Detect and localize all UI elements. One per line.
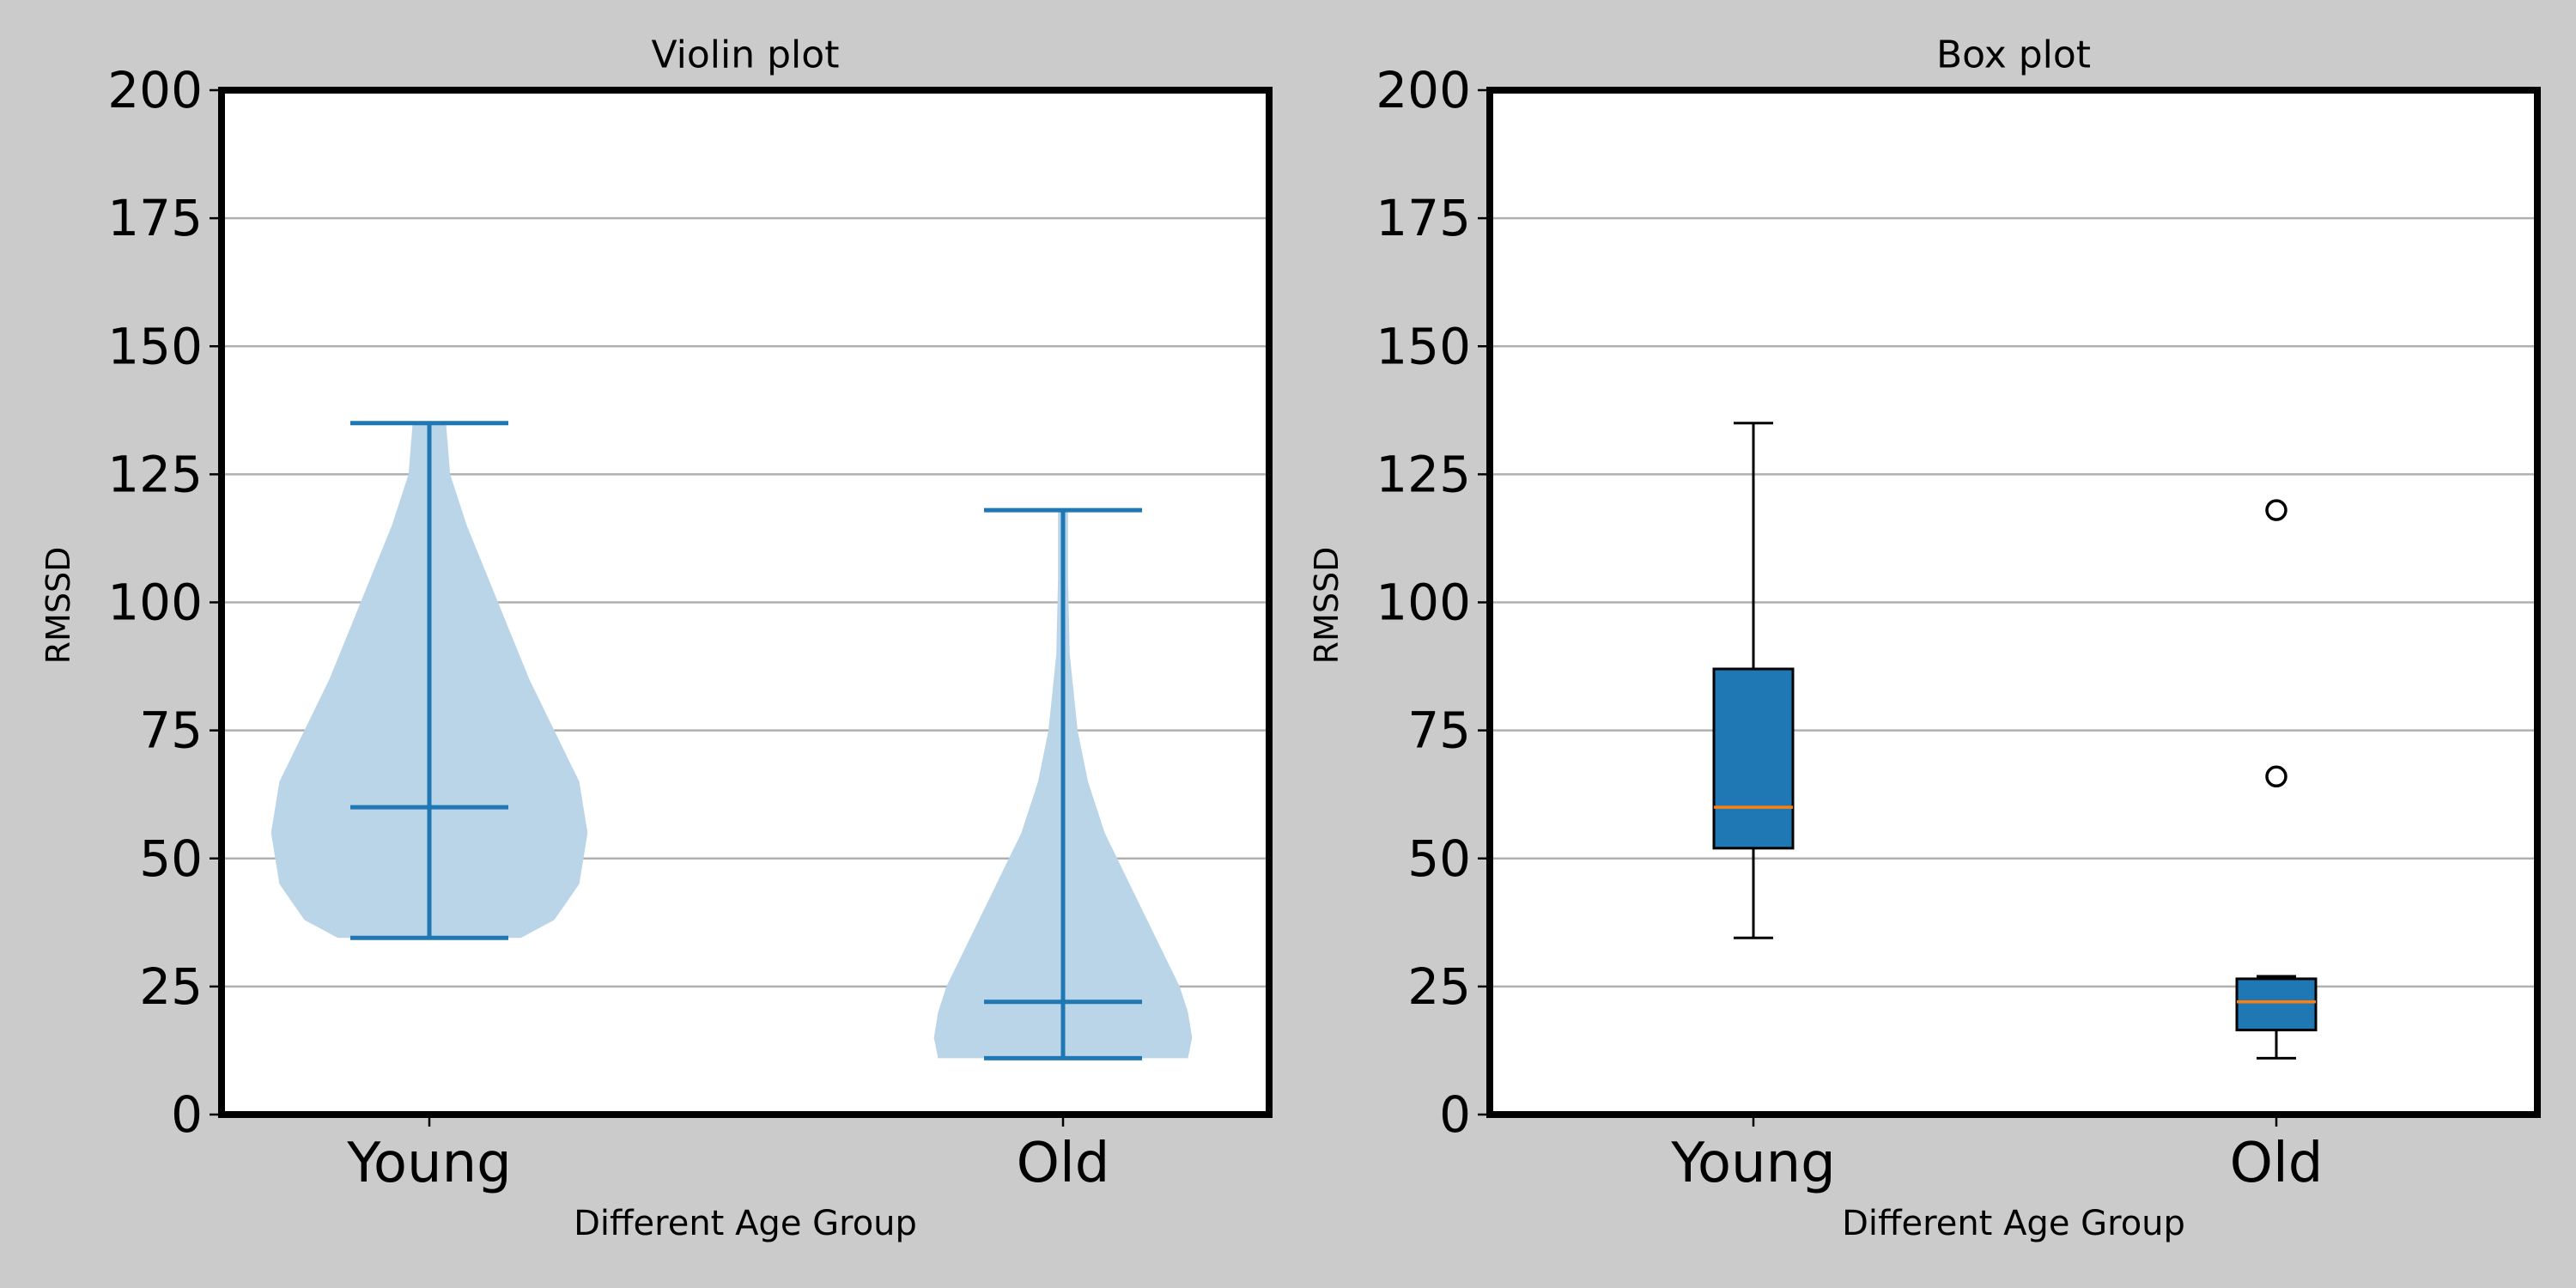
x-tick-label: Old (2230, 1132, 2324, 1195)
y-tick-label: 0 (1439, 1085, 1471, 1144)
y-tick-label: 50 (1407, 829, 1471, 888)
y-tick-label: 0 (171, 1085, 203, 1144)
axes-frame (218, 87, 1273, 1118)
x-tick-label: Old (1017, 1132, 1110, 1195)
y-tick-label: 50 (139, 829, 203, 888)
y-tick-label: 200 (1376, 61, 1471, 119)
chart-title: Violin plot (652, 33, 840, 77)
axes-frame (1486, 87, 2541, 1118)
y-tick-label: 125 (107, 445, 203, 503)
y-tick-label: 175 (1376, 189, 1471, 247)
x-axis-label: Different Age Group (574, 1204, 917, 1243)
y-tick-label: 100 (1376, 574, 1471, 632)
y-tick-label: 100 (107, 574, 203, 632)
y-tick-label: 75 (139, 702, 203, 760)
y-tick-label: 175 (107, 189, 203, 247)
y-tick-label: 25 (139, 957, 203, 1016)
y-tick-label: 25 (1407, 957, 1471, 1016)
x-tick-label: Young (346, 1132, 512, 1195)
violin-plot-panel: 0 25 50 75 100 125 150 175 200 Young Old Violin plo… (39, 33, 1273, 1243)
y-tick-label: 150 (107, 317, 203, 375)
outlier-point (2265, 499, 2287, 521)
box-iqr (1712, 667, 1795, 850)
box-iqr (2235, 977, 2318, 1032)
y-tick-label: 125 (1376, 445, 1471, 503)
y-tick-label: 150 (1376, 317, 1471, 375)
y-tick-label: 75 (1407, 702, 1471, 760)
outlier-point (2265, 765, 2287, 788)
y-axis-label: RMSSD (39, 547, 77, 665)
y-axis-label: RMSSD (1308, 547, 1346, 665)
chart-title: Box plot (1936, 33, 2091, 77)
box-plot-panel: 0 25 50 75 100 125 150 175 200 Young Old Box plot Di… (1308, 33, 2541, 1243)
x-tick-label: Young (1670, 1132, 1836, 1195)
x-axis-label: Different Age Group (1842, 1204, 2185, 1243)
y-tick-label: 200 (107, 61, 203, 119)
